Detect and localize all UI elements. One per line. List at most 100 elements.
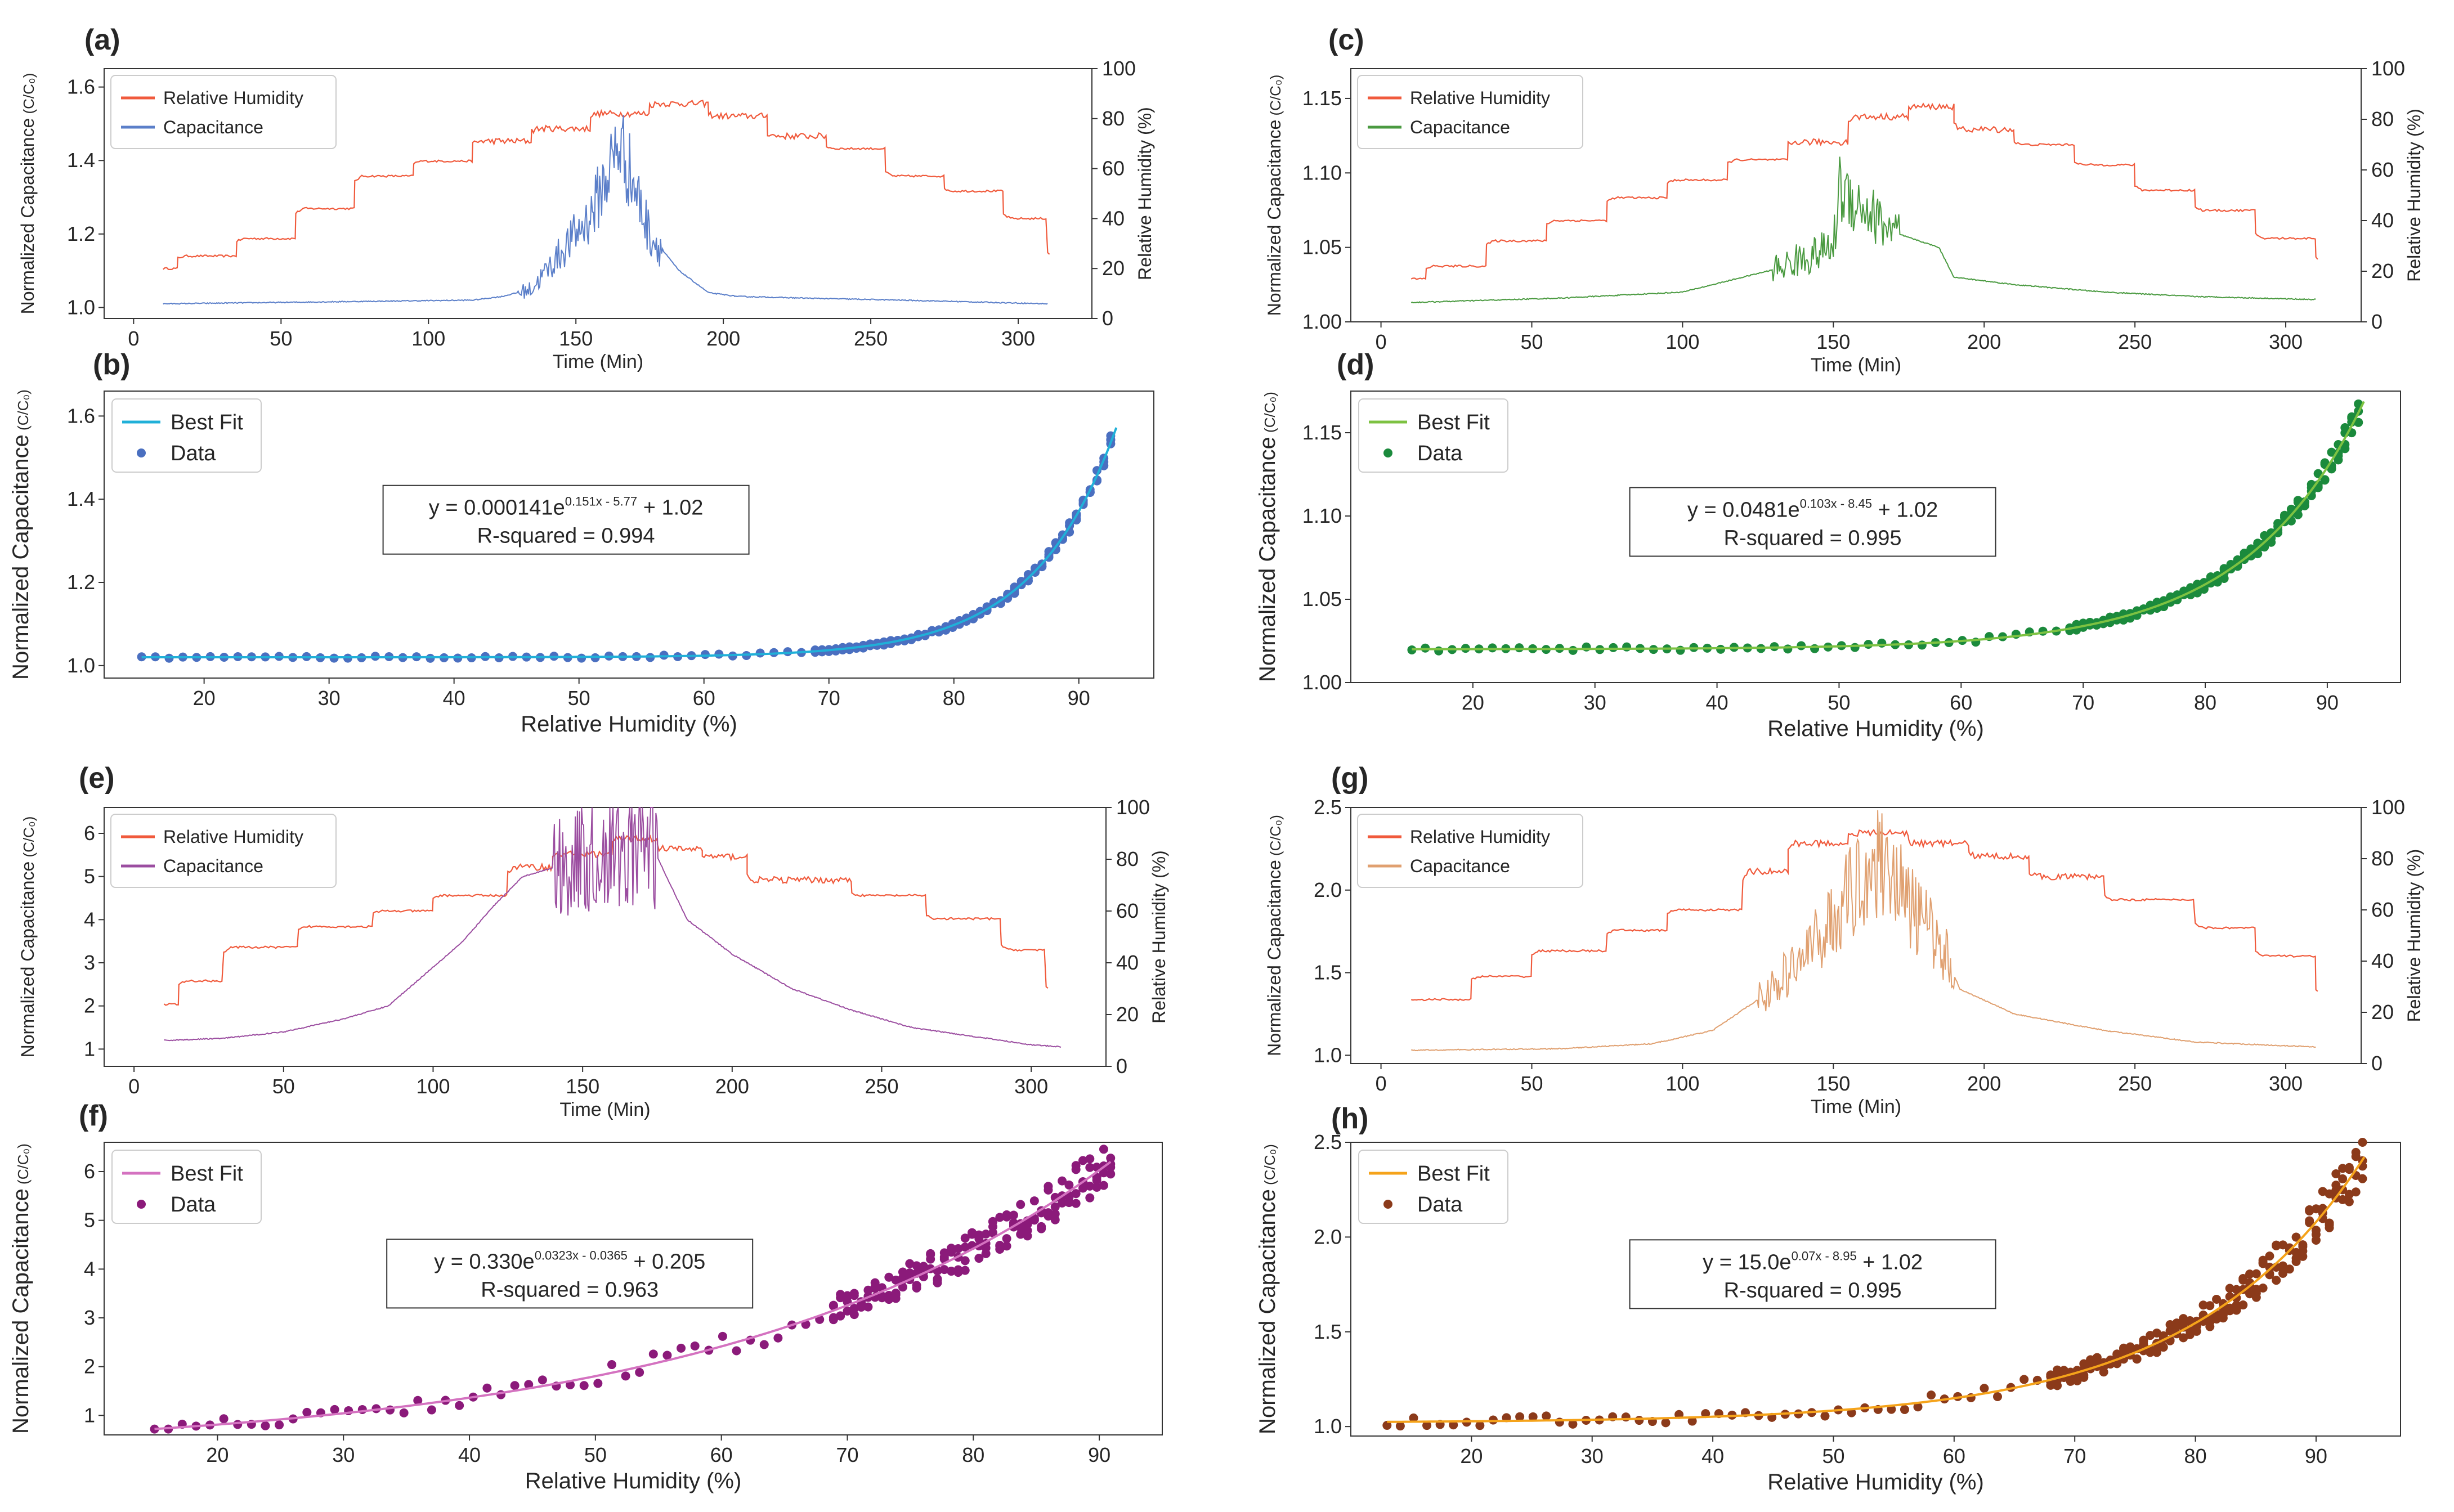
data-point — [1058, 1198, 1067, 1208]
y-tick-label: 1.6 — [67, 404, 95, 427]
data-point — [607, 1360, 616, 1370]
equation-exponent: 0.151x - 5.77 — [565, 495, 637, 509]
y2-tick-label: 0 — [1116, 1055, 1127, 1078]
y-tick-label: 2 — [84, 994, 95, 1017]
data-point — [275, 1420, 284, 1430]
data-point — [427, 1405, 436, 1415]
legend: Relative Humidity Capacitance — [1357, 75, 1583, 149]
data-point — [1993, 1392, 2003, 1401]
data-point — [621, 1371, 630, 1381]
panel-label: (d) — [1337, 348, 1374, 381]
capacitance-series-line — [1411, 810, 2316, 1052]
legend-swatch — [137, 1200, 146, 1209]
data-point — [1037, 1224, 1046, 1233]
data-point — [2258, 1283, 2268, 1293]
data-point — [2192, 1326, 2201, 1336]
x-tick-label: 20 — [1460, 1444, 1483, 1468]
data-point — [1980, 1384, 1989, 1393]
y2-tick-label: 80 — [2371, 107, 2394, 131]
y-tick-label: 1.0 — [67, 295, 95, 318]
equation-exponent: 0.103x - 8.45 — [1800, 496, 1872, 510]
data-point — [1023, 1226, 1032, 1235]
data-point — [2272, 1240, 2281, 1250]
data-point — [1106, 1159, 1116, 1169]
data-point — [2344, 1163, 2354, 1172]
data-point — [2354, 418, 2363, 427]
data-point — [662, 1351, 672, 1360]
equation-box: y = 0.0481e0.103x - 8.45 + 1.02 R-squared… — [1629, 487, 1996, 557]
y-axis-label-main: Normalized Capacitance — [1264, 120, 1284, 316]
y-tick-label: 3 — [84, 1306, 95, 1329]
plot-frame — [104, 1142, 1163, 1435]
y-tick-label: 2.5 — [1314, 1130, 1342, 1154]
data-point — [1016, 1223, 1026, 1232]
x-tick-label: 30 — [318, 687, 341, 710]
data-point — [898, 1273, 907, 1282]
x-tick-label: 0 — [1376, 1072, 1387, 1095]
data-point — [1475, 1421, 1485, 1430]
y-axis-label-main: Normalized Capacitance — [8, 434, 33, 680]
y-tick-label: 1 — [84, 1403, 95, 1426]
y-tick-label: 1.10 — [1302, 161, 1342, 184]
data-point — [1542, 1411, 1551, 1421]
data-point — [1422, 1421, 1432, 1430]
equation-box: y = 0.330e0.0323x - 0.0365 + 0.205 R-squa… — [386, 1239, 754, 1309]
y-tick-label: 1.10 — [1302, 504, 1342, 527]
x-tick-label: 300 — [1001, 327, 1035, 350]
x-tick-label: 50 — [272, 1075, 295, 1098]
data-point — [1002, 1234, 1011, 1244]
data-point — [732, 1346, 741, 1356]
data-point — [1099, 1181, 1108, 1190]
data-point — [1661, 1418, 1671, 1428]
data-point — [960, 1266, 970, 1275]
data-point — [261, 1421, 270, 1430]
data-point — [2338, 1174, 2348, 1183]
y2-tick-label: 0 — [2371, 310, 2383, 333]
x-tick-label: 250 — [2118, 330, 2152, 353]
data-point — [330, 1405, 339, 1414]
y-tick-label: 1.2 — [67, 222, 95, 245]
y-tick-label: 5 — [84, 1209, 95, 1232]
x-tick-label: 200 — [715, 1075, 749, 1098]
y2-tick-label: 80 — [1116, 847, 1139, 871]
data-point — [538, 1375, 547, 1385]
data-point — [1029, 1215, 1039, 1225]
x-tick-label: 30 — [1584, 691, 1606, 714]
x-axis-label: Relative Humidity (%) — [1767, 716, 1984, 741]
data-point — [2278, 1264, 2287, 1274]
data-point — [849, 1303, 859, 1313]
equation-frame — [1629, 1239, 1996, 1309]
y-tick-label: 1.4 — [67, 487, 95, 510]
data-point — [1029, 1196, 1039, 1206]
data-point — [2046, 1370, 2056, 1380]
data-point — [1092, 1175, 1101, 1185]
x-tick-label: 0 — [128, 327, 139, 350]
plot-frame — [1350, 68, 2362, 322]
equation-constant: + 1.02 — [1872, 498, 1938, 522]
x-tick-label: 60 — [1943, 1444, 1965, 1468]
data-point — [2198, 1300, 2208, 1310]
data-point — [233, 1420, 243, 1429]
legend: Relative Humidity Capacitance — [1357, 814, 1583, 888]
data-point — [2265, 1262, 2274, 1272]
x-tick-label: 50 — [270, 327, 292, 350]
y2-tick-label: 40 — [2371, 209, 2394, 232]
x-tick-label: 90 — [2305, 1444, 2327, 1468]
data-point — [2351, 1152, 2361, 1161]
equation-exponent: 0.0323x - 0.0365 — [535, 1248, 628, 1262]
data-point — [843, 1291, 852, 1300]
data-point — [2245, 1289, 2255, 1299]
legend-label: Best Fit — [1417, 411, 1490, 434]
data-point — [2238, 1274, 2248, 1284]
data-point — [1850, 643, 1860, 652]
x-tick-label: 20 — [193, 687, 216, 710]
y-axis-label: Normalized Capacitance (C/C₀) — [1255, 392, 1280, 682]
data-point — [988, 1228, 997, 1237]
data-point — [1016, 1230, 1026, 1239]
data-point — [1488, 643, 1497, 653]
data-point — [1568, 1419, 1578, 1429]
x-tick-label: 60 — [1950, 691, 1972, 714]
data-point — [1676, 645, 1685, 655]
y-axis-label-main: Normalized Capacitance — [1264, 860, 1284, 1056]
equation-frame — [1629, 487, 1996, 557]
